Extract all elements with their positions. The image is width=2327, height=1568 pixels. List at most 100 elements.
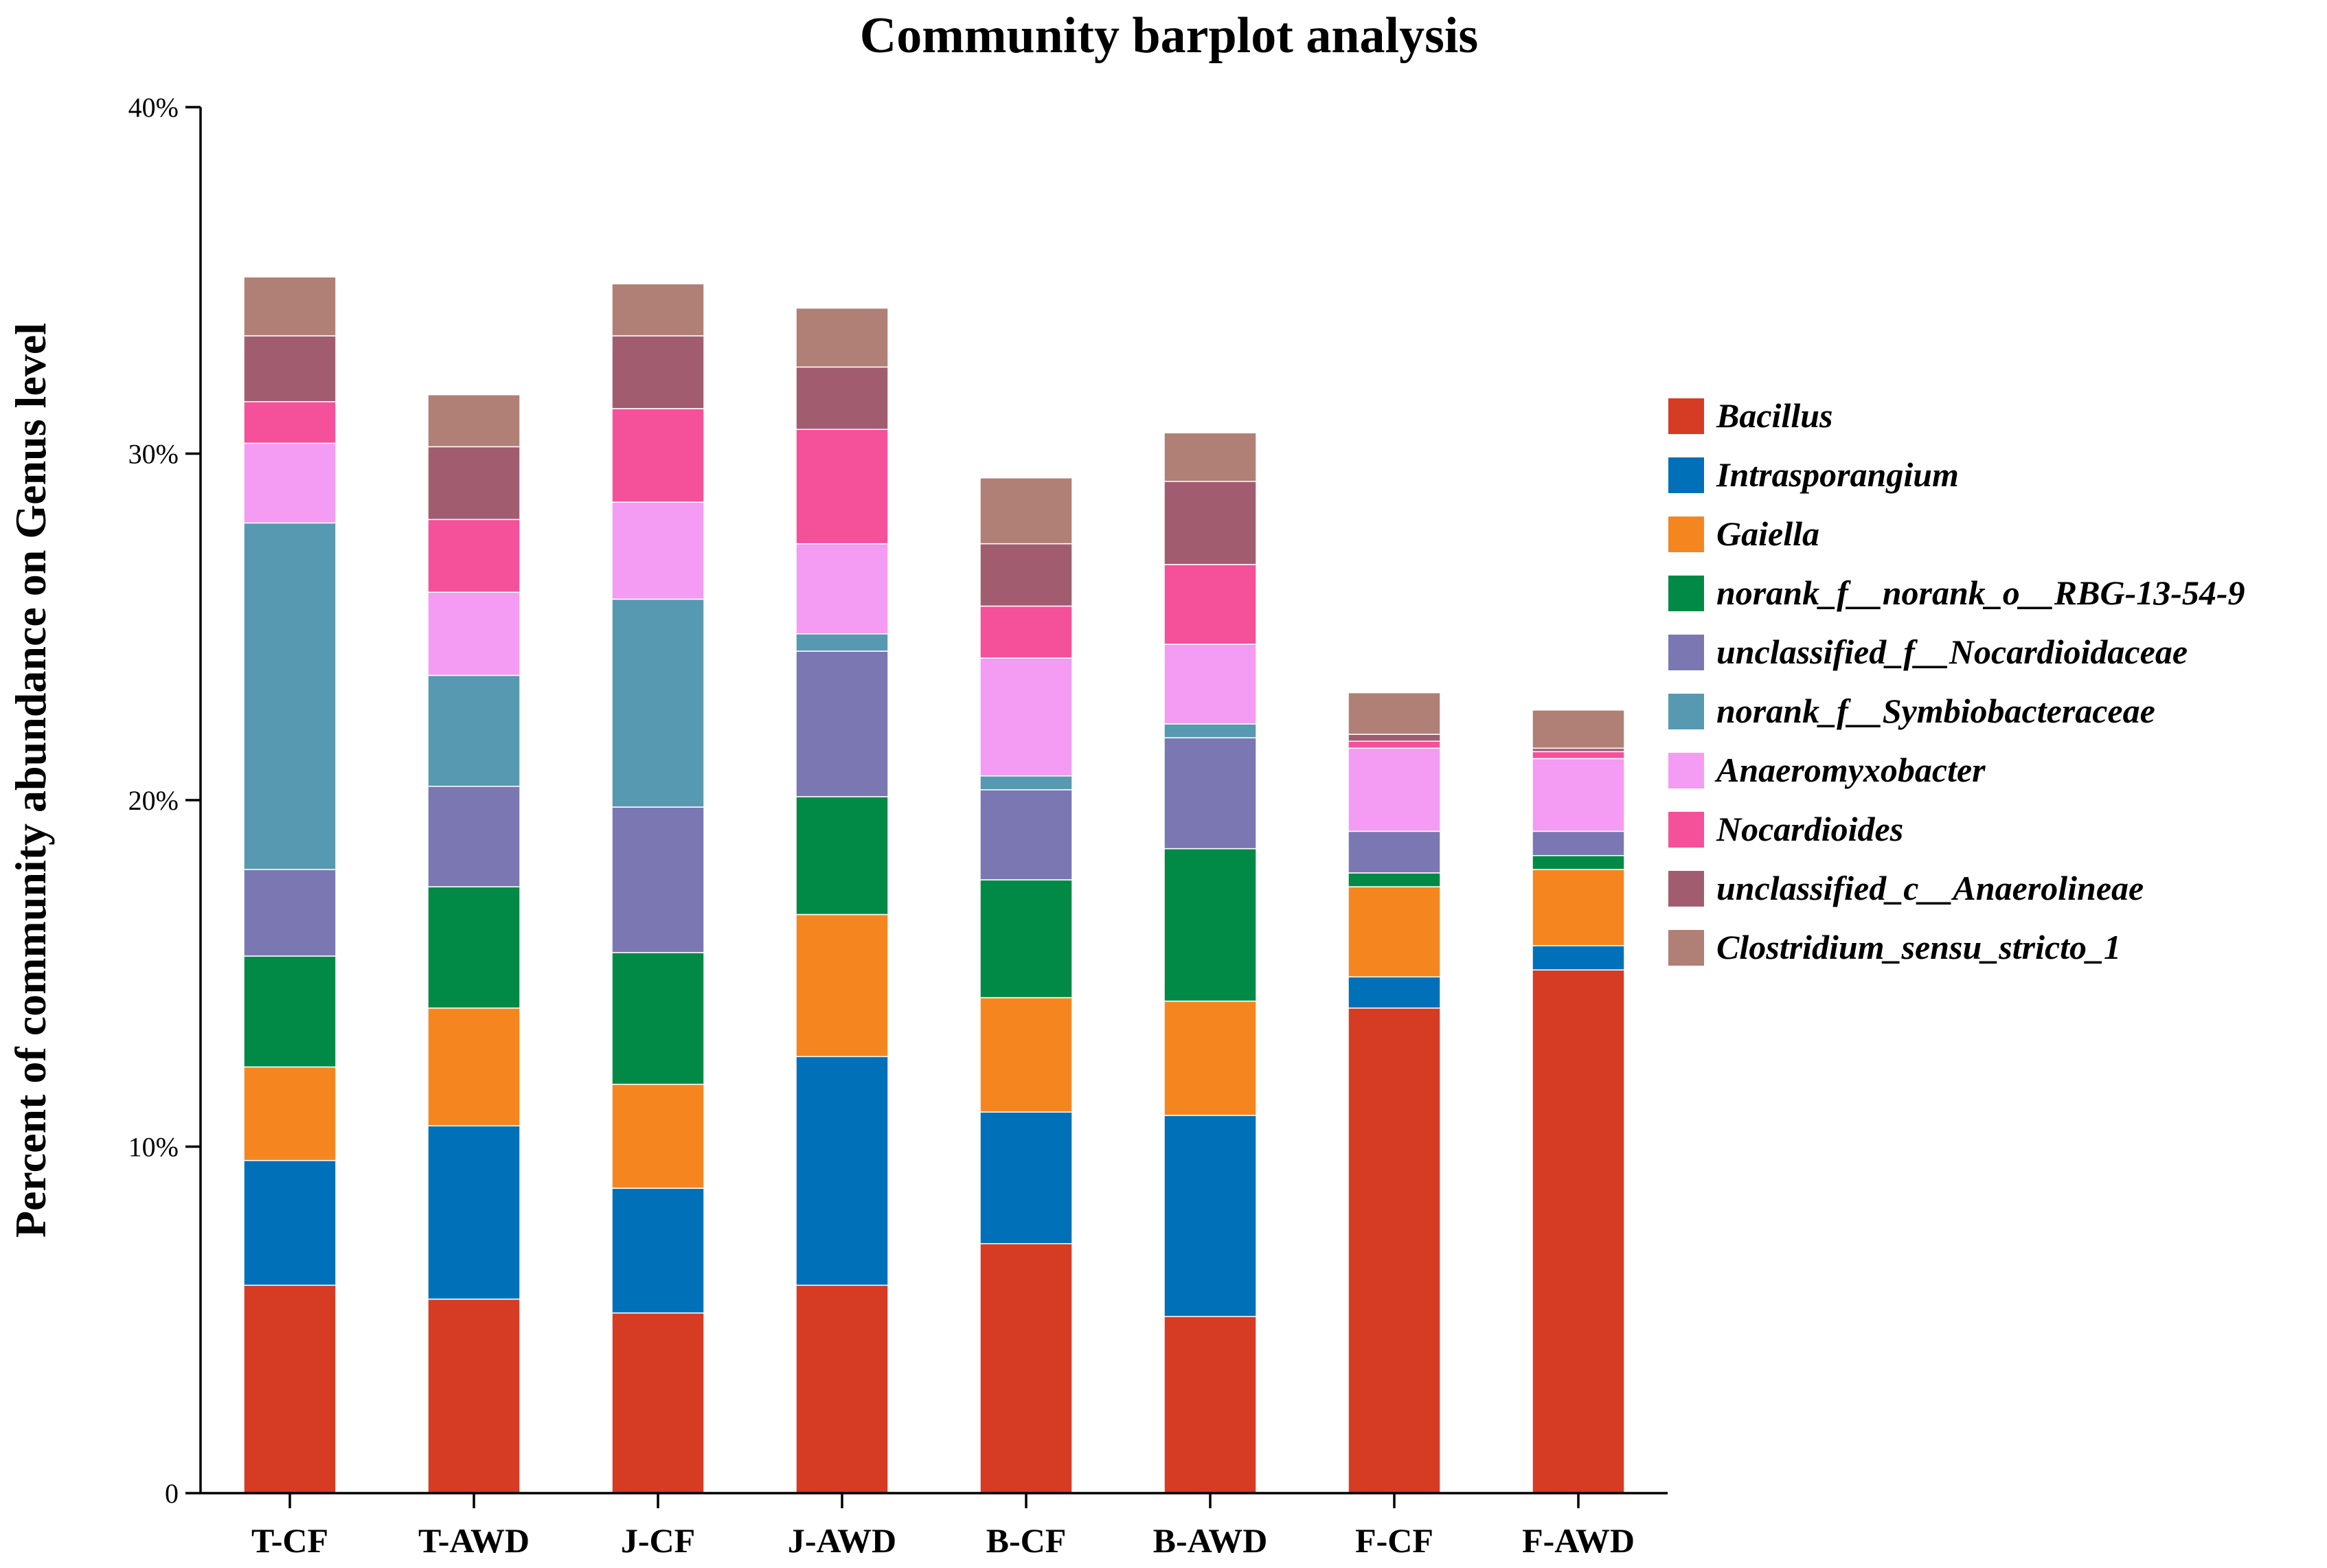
bar-segment-J-CF-0 bbox=[611, 1312, 705, 1494]
chart-title: Community barplot analysis bbox=[860, 8, 1478, 64]
legend-label: Clostridium_sensu_stricto_1 bbox=[1716, 928, 2121, 966]
bar-segment-J-CF-7 bbox=[611, 408, 705, 503]
bar-segment-F-CF-0 bbox=[1348, 1007, 1441, 1494]
bar-segment-B-CF-6 bbox=[979, 657, 1073, 777]
y-tick-label: 40% bbox=[128, 92, 179, 123]
y-ticks: 0 10% 20% 30% 40% bbox=[128, 92, 201, 1509]
x-tick-label: B-CF bbox=[986, 1521, 1067, 1560]
bar-segment-B-AWD-9 bbox=[1164, 432, 1257, 482]
bar-segment-F-AWD-1 bbox=[1532, 945, 1625, 970]
y-tick-label: 10% bbox=[128, 1132, 179, 1163]
bar-segment-T-AWD-5 bbox=[427, 674, 521, 787]
x-tick-label: B-AWD bbox=[1153, 1521, 1268, 1560]
bar-segment-B-CF-1 bbox=[979, 1111, 1073, 1245]
bar-segment-F-CF-6 bbox=[1348, 747, 1441, 832]
legend-swatch bbox=[1668, 694, 1704, 729]
bar-segment-T-CF-0 bbox=[243, 1284, 337, 1494]
bar-segment-T-AWD-2 bbox=[427, 1007, 521, 1126]
x-tick-label: T-AWD bbox=[418, 1521, 530, 1560]
x-tick-label: F-AWD bbox=[1522, 1521, 1635, 1560]
bar-segment-B-CF-8 bbox=[979, 543, 1073, 607]
bar-segment-J-AWD-0 bbox=[795, 1284, 889, 1494]
bar-segment-B-AWD-3 bbox=[1164, 848, 1257, 1002]
bar-segment-B-CF-3 bbox=[979, 879, 1073, 999]
bar-segment-B-AWD-2 bbox=[1164, 1000, 1257, 1116]
legend-label: norank_f__Symbiobacteraceae bbox=[1716, 692, 2155, 730]
bar-segment-B-CF-5 bbox=[979, 775, 1073, 791]
bar-segment-J-AWD-6 bbox=[795, 543, 889, 635]
bar-segment-B-AWD-6 bbox=[1164, 644, 1257, 725]
bar-segment-J-CF-3 bbox=[611, 952, 705, 1085]
y-tick-label: 0 bbox=[165, 1478, 179, 1509]
legend-swatch bbox=[1668, 516, 1704, 552]
y-tick-label: 30% bbox=[128, 439, 179, 470]
legend-label: unclassified_f__Nocardioidaceae bbox=[1716, 633, 2188, 671]
bar-segment-T-AWD-3 bbox=[427, 886, 521, 1009]
legend-swatch bbox=[1668, 753, 1704, 788]
bar-segment-J-CF-8 bbox=[611, 335, 705, 409]
bar-segment-F-AWD-0 bbox=[1532, 969, 1625, 1494]
bar-segment-T-CF-4 bbox=[243, 869, 337, 957]
bar-segment-F-AWD-8 bbox=[1532, 747, 1625, 753]
bar-segment-B-CF-0 bbox=[979, 1243, 1073, 1494]
bar-segment-J-CF-2 bbox=[611, 1083, 705, 1189]
bar-segment-T-AWD-0 bbox=[427, 1298, 521, 1494]
bar-segment-B-AWD-0 bbox=[1164, 1315, 1257, 1494]
bar-segment-B-AWD-4 bbox=[1164, 737, 1257, 850]
legend-label: Anaeromyxobacter bbox=[1714, 751, 1986, 789]
bar-segment-F-AWD-7 bbox=[1532, 751, 1625, 760]
x-tick-label: F-CF bbox=[1355, 1521, 1433, 1560]
bar-segment-J-AWD-7 bbox=[795, 429, 889, 545]
bar-segment-J-AWD-5 bbox=[795, 633, 889, 652]
legend-swatch bbox=[1668, 635, 1704, 670]
legend-swatch bbox=[1668, 576, 1704, 611]
bar-segment-F-AWD-4 bbox=[1532, 830, 1625, 856]
bar-segment-F-AWD-2 bbox=[1532, 869, 1625, 946]
bar-segment-J-AWD-3 bbox=[795, 796, 889, 916]
bar-segment-J-CF-5 bbox=[611, 598, 705, 808]
bar-segment-T-AWD-8 bbox=[427, 446, 521, 521]
bar-segment-J-CF-4 bbox=[611, 806, 705, 953]
bar-segment-B-AWD-1 bbox=[1164, 1115, 1257, 1317]
bar-segment-T-CF-5 bbox=[243, 522, 337, 870]
x-ticks: T-CF T-AWD J-CF J-AWD B-CF B-AWD F-CF F-AWD bbox=[251, 1493, 1635, 1560]
bar-segment-T-CF-9 bbox=[243, 276, 337, 337]
bar-segment-B-AWD-7 bbox=[1164, 564, 1257, 645]
bar-segment-B-CF-2 bbox=[979, 997, 1073, 1113]
bar-segment-J-AWD-1 bbox=[795, 1056, 889, 1286]
legend-label: Bacillus bbox=[1716, 396, 1832, 435]
y-axis-label: Percent of community abundance on Genus … bbox=[6, 323, 55, 1238]
y-tick-label: 20% bbox=[128, 785, 179, 816]
bar-segment-F-AWD-9 bbox=[1532, 709, 1625, 749]
bar-segment-J-CF-9 bbox=[611, 283, 705, 337]
bar-segment-T-AWD-1 bbox=[427, 1125, 521, 1300]
bar-segment-F-AWD-6 bbox=[1532, 758, 1625, 832]
bar-segment-T-CF-2 bbox=[243, 1066, 337, 1161]
bar-segment-J-AWD-9 bbox=[795, 307, 889, 368]
bar-segment-B-CF-4 bbox=[979, 789, 1073, 880]
bar-segment-T-CF-3 bbox=[243, 955, 337, 1068]
bar-segment-B-CF-9 bbox=[979, 477, 1073, 545]
legend-label: norank_f__norank_o__RBG-13-54-9 bbox=[1716, 573, 2245, 612]
bar-segment-F-CF-2 bbox=[1348, 886, 1441, 978]
bar-segment-J-AWD-4 bbox=[795, 650, 889, 797]
bar-segment-F-CF-3 bbox=[1348, 872, 1441, 887]
x-tick-label: J-CF bbox=[621, 1521, 695, 1560]
bar-segment-T-AWD-6 bbox=[427, 591, 521, 677]
plot-area: 0 10% 20% 30% 40% T-CF T-AWD J-CF J-AWD B-CF B-AW… bbox=[128, 92, 1668, 1560]
bar-segment-T-CF-1 bbox=[243, 1159, 337, 1286]
bar-segment-F-CF-9 bbox=[1348, 692, 1441, 735]
legend-label: Nocardioides bbox=[1716, 810, 1903, 848]
bar-segment-T-AWD-4 bbox=[427, 786, 521, 887]
bar-segment-B-AWD-5 bbox=[1164, 723, 1257, 738]
legend-label: Intrasporangium bbox=[1716, 455, 1959, 494]
bar-segment-J-AWD-2 bbox=[795, 913, 889, 1058]
bar-segment-F-CF-1 bbox=[1348, 976, 1441, 1009]
legend-swatch bbox=[1668, 398, 1704, 434]
legend-swatch bbox=[1668, 871, 1704, 907]
bar-segment-T-CF-6 bbox=[243, 442, 337, 524]
bar-segment-F-AWD-3 bbox=[1532, 854, 1625, 870]
legend-label: unclassified_c__Anaerolineae bbox=[1716, 869, 2144, 907]
bar-segment-J-CF-6 bbox=[611, 501, 705, 600]
